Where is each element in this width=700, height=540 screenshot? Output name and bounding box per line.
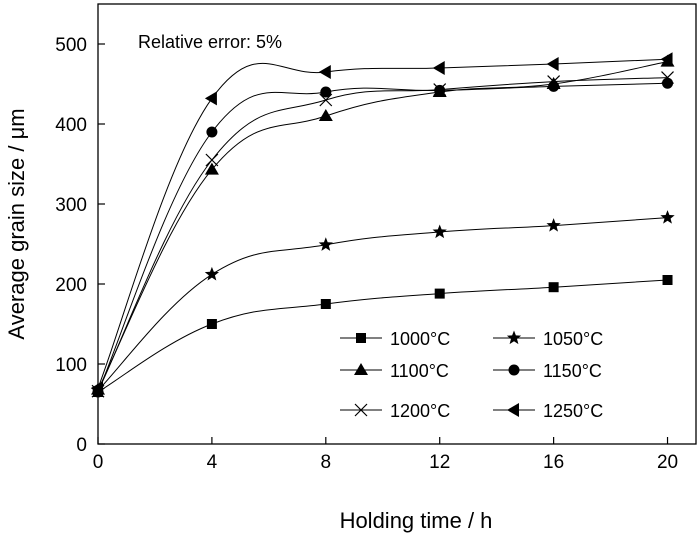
data-point (548, 80, 560, 92)
legend-marker (508, 364, 520, 376)
data-point (91, 381, 103, 395)
data-point (204, 162, 219, 175)
series-1200C (91, 71, 674, 398)
data-point (204, 266, 220, 281)
x-tick-label: 0 (93, 452, 104, 473)
series-1250C (91, 52, 673, 395)
data-point (320, 299, 331, 309)
relative-error-note: Relative error: 5% (138, 32, 282, 52)
series-line (97, 279, 668, 393)
data-point (433, 83, 447, 97)
y-tick-label: 400 (55, 115, 87, 136)
data-point (660, 52, 673, 67)
data-point (206, 126, 218, 138)
x-tick-label: 4 (207, 452, 218, 473)
legend-label: 1250°C (543, 401, 603, 421)
data-point (319, 93, 333, 107)
legend-marker (507, 403, 519, 417)
series-line (97, 217, 668, 391)
legend-item: 1100°C (340, 361, 449, 381)
data-point (434, 288, 445, 299)
legend-item: 1150°C (493, 361, 602, 381)
data-point (206, 319, 217, 329)
x-axis-title: Holding time / h (340, 508, 493, 533)
data-point (318, 237, 333, 251)
y-axis-title: Average grain size / μm (4, 108, 29, 339)
data-point (546, 57, 559, 71)
data-point (320, 86, 332, 98)
data-point (205, 153, 219, 167)
x-tick-label: 20 (657, 452, 678, 473)
legend: 1000°C 1050°C 1100°C 1150°C 1200°C 1250°C (340, 329, 603, 421)
y-tick-label: 100 (55, 355, 87, 376)
legend-item: 1000°C (340, 329, 450, 349)
data-point (662, 275, 673, 285)
data-point (548, 282, 559, 293)
legend-item: 1050°C (493, 329, 603, 349)
legend-label: 1050°C (543, 329, 603, 349)
x-tick-label: 16 (543, 452, 564, 473)
data-point (662, 77, 674, 89)
legend-marker (356, 333, 366, 343)
legend-item: 1200°C (340, 401, 450, 421)
data-point (204, 91, 217, 106)
x-tick-label: 12 (429, 452, 450, 473)
data-point (432, 61, 445, 75)
legend-marker (506, 330, 522, 345)
legend-label: 1200°C (390, 401, 450, 421)
y-tick-label: 200 (55, 275, 87, 296)
y-tick-label: 300 (55, 195, 87, 216)
data-point (432, 224, 447, 239)
legend-marker (354, 403, 368, 417)
legend-label: 1100°C (390, 361, 449, 381)
series-group (90, 52, 675, 398)
data-point (661, 71, 674, 85)
legend-label: 1000°C (390, 329, 450, 349)
data-point (547, 75, 561, 89)
legend-label: 1150°C (543, 361, 602, 381)
y-tick-label: 500 (55, 35, 87, 56)
x-tick-label: 8 (321, 452, 332, 473)
data-point (546, 218, 561, 232)
plot-frame (97, 3, 697, 445)
legend-item: 1250°C (493, 401, 603, 421)
legend-marker (354, 363, 368, 375)
data-point (318, 109, 333, 121)
y-tick-label: 0 (76, 435, 87, 456)
data-point (318, 65, 331, 79)
data-point (660, 210, 675, 224)
series-1150C (92, 77, 674, 398)
